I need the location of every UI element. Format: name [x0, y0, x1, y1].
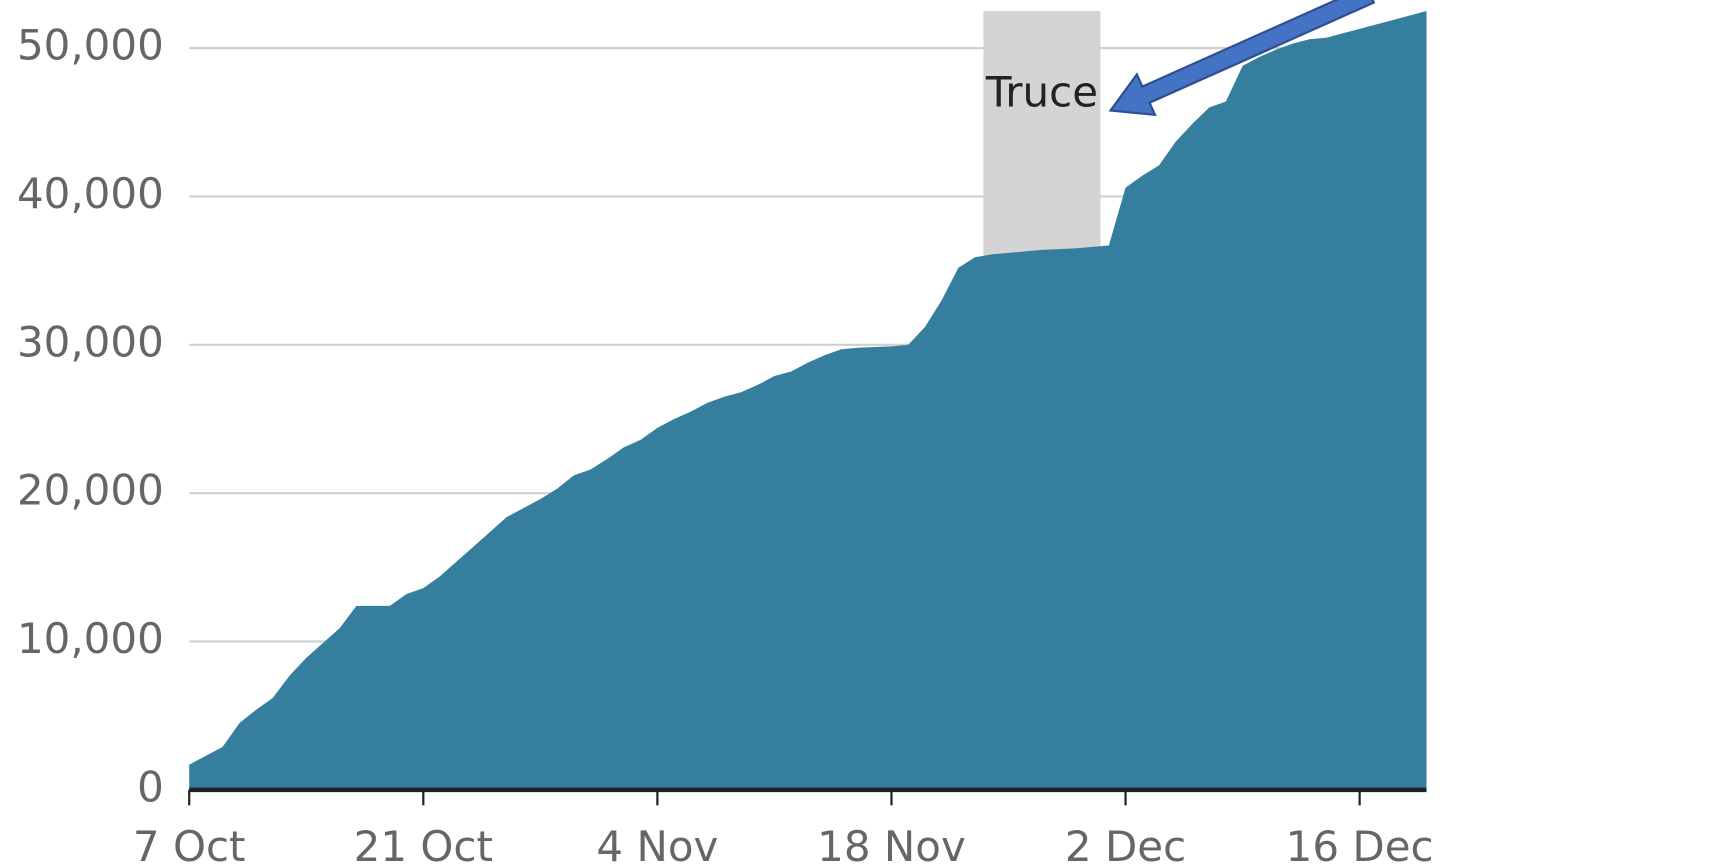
shade-label: Truce — [985, 68, 1098, 117]
y-tick-label: 30,000 — [17, 317, 164, 366]
area — [189, 11, 1427, 790]
x-tick-label: 16 Dec — [1286, 822, 1434, 865]
x-tick-label: 21 Oct — [354, 822, 493, 865]
x-tick-label: 7 Oct — [133, 822, 246, 865]
y-tick-label: 20,000 — [17, 466, 164, 515]
annotation-arrow — [1108, 0, 1376, 117]
y-tick-label: 10,000 — [17, 614, 164, 663]
y-tick-label: 0 — [137, 762, 164, 811]
x-tick-label: 4 Nov — [596, 822, 718, 865]
y-tick-label: 50,000 — [17, 21, 164, 70]
y-tick-label: 40,000 — [17, 169, 164, 218]
x-tick-label: 18 Nov — [817, 822, 966, 865]
x-tick-label: 2 Dec — [1065, 822, 1186, 865]
